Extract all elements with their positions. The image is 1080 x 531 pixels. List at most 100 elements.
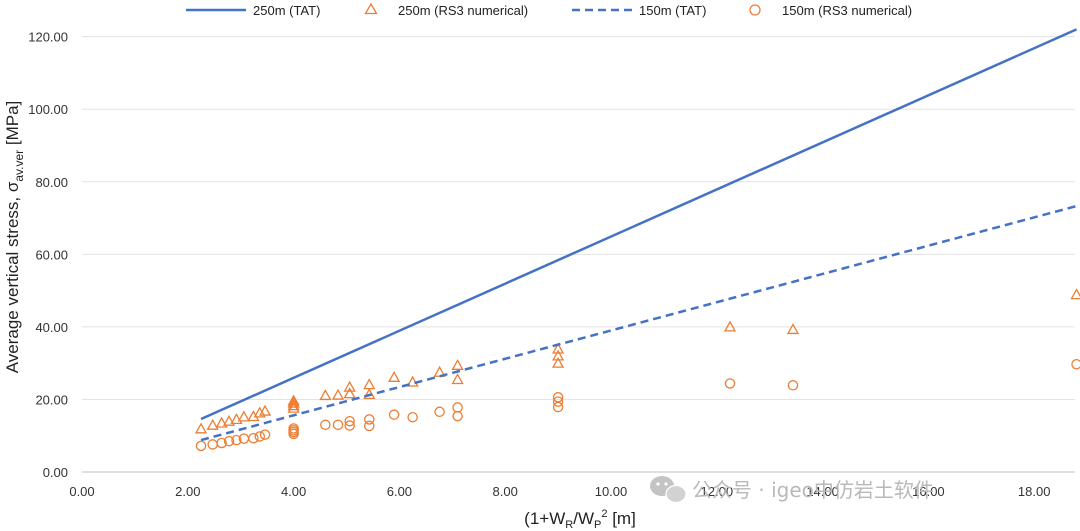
y-tick-label: 80.00 (35, 175, 68, 190)
x-tick-label: 12.00 (701, 484, 734, 499)
series-0 (200, 28, 1078, 421)
circle-point (195, 440, 207, 452)
x-tick-label: 10.00 (595, 484, 628, 499)
series (194, 28, 1080, 452)
triangle-point (388, 370, 401, 382)
triangle-point (406, 375, 419, 387)
triangle-point (451, 373, 464, 385)
legend-item-150m-rs3: 150m (RS3 numerical) (749, 3, 912, 18)
circle-point (407, 411, 418, 423)
legend-item-250m-tat: 250m (TAT) (186, 3, 320, 18)
circle-point (552, 396, 564, 407)
legend-item-150m-tat: 150m (TAT) (572, 3, 706, 18)
x-axis-title-mid: /W (573, 509, 594, 528)
triangle-point (433, 365, 446, 377)
circle-point (320, 419, 331, 431)
series-3 (195, 358, 1080, 452)
circle-point (434, 406, 445, 418)
y-tick-labels: 0.00 20.00 40.00 60.00 80.00 100.00 120.00 (28, 30, 68, 480)
circle-point (1071, 358, 1080, 370)
triangle-point (786, 323, 800, 335)
y-axis-title-subscript: av.ver (12, 150, 26, 182)
circle-point (259, 429, 271, 440)
triangle-point (206, 418, 219, 430)
circle-point (207, 439, 218, 450)
circle-point (231, 434, 242, 446)
y-tick-label: 60.00 (35, 247, 68, 262)
legend-label: 250m (RS3 numerical) (398, 3, 528, 18)
x-axis-title: (1+WR/WP2 [m] (524, 508, 636, 531)
watermark: 公众号 · igeo中仿岩土软件 (650, 476, 934, 504)
triangle-point (1070, 288, 1080, 300)
triangle-point (551, 342, 565, 354)
legend-label: 150m (TAT) (639, 3, 706, 18)
circle-point (388, 409, 400, 420)
y-tick-label: 20.00 (35, 392, 68, 407)
y-tick-label: 40.00 (35, 320, 68, 335)
triangle-point (230, 413, 243, 425)
circle-point (452, 410, 463, 422)
circle-point (216, 437, 227, 449)
wechat-icon (650, 476, 687, 504)
circle-point (254, 431, 265, 442)
legend: 250m (TAT) 250m (RS3 numerical) 150m (TA… (186, 2, 912, 18)
triangle-point (551, 356, 565, 368)
circle-point (363, 420, 375, 432)
triangle-point (343, 387, 356, 399)
triangle-point (319, 389, 332, 401)
circle-point (332, 419, 344, 431)
triangle-point (258, 404, 272, 416)
circle-point (363, 414, 375, 425)
circle-point (223, 435, 235, 447)
circle-point (552, 401, 564, 413)
triangle-point (194, 422, 208, 434)
x-axis-title-subscript-r: R (565, 519, 573, 531)
gridlines (82, 36, 1075, 400)
y-tick-label: 0.00 (43, 465, 68, 480)
legend-label: 150m (RS3 numerical) (782, 3, 912, 18)
solid-trend-line (200, 28, 1078, 421)
triangle-point (215, 416, 228, 428)
circle-point (288, 423, 299, 434)
triangle-point (287, 396, 300, 408)
y-tick-label: 100.00 (28, 102, 68, 117)
x-tick-label: 18.00 (1018, 484, 1051, 499)
legend-swatch-circle (749, 4, 761, 16)
x-tick-label: 8.00 (493, 484, 518, 499)
legend-swatch-triangle (364, 2, 378, 15)
series-2 (200, 204, 1077, 442)
triangle-point (237, 410, 250, 422)
watermark-text: 公众号 · igeo中仿岩土软件 (692, 478, 934, 502)
x-axis-title-subscript-p: P (594, 519, 601, 531)
y-tick-label: 120.00 (28, 30, 68, 45)
circle-point (552, 392, 564, 403)
triangle-point (287, 394, 300, 406)
legend-item-250m-rs3: 250m (RS3 numerical) (364, 2, 528, 18)
triangle-point (222, 414, 236, 426)
triangle-point (363, 378, 376, 390)
x-tick-label: 16.00 (912, 484, 945, 499)
y-axis-title-main: Average vertical stress, σ (3, 181, 22, 373)
x-tick-label: 0.00 (69, 484, 94, 499)
circle-point (452, 402, 463, 413)
x-axis-title-superscript: 2 (601, 508, 607, 520)
x-tick-labels: 0.00 2.00 4.00 6.00 8.00 10.00 12.00 14.00 16.00… (69, 484, 1050, 499)
circle-point (344, 415, 355, 427)
triangle-point (451, 358, 464, 370)
x-tick-label: 2.00 (175, 484, 200, 499)
x-axis-title-end: [m] (607, 509, 635, 528)
circle-point (344, 420, 355, 431)
legend-label: 250m (TAT) (253, 3, 320, 18)
y-axis-title: Average vertical stress, σav.ver [MPa] (3, 101, 26, 374)
x-tick-label: 4.00 (281, 484, 306, 499)
circle-point (724, 378, 736, 389)
x-tick-label: 14.00 (806, 484, 839, 499)
triangle-point (723, 320, 737, 332)
dashed-trend-line (200, 204, 1077, 442)
circle-point (248, 433, 259, 444)
triangle-point (343, 380, 356, 392)
y-axis-title-end: [MPa] (3, 101, 22, 150)
circle-point (787, 380, 799, 391)
triangle-point (331, 388, 345, 400)
